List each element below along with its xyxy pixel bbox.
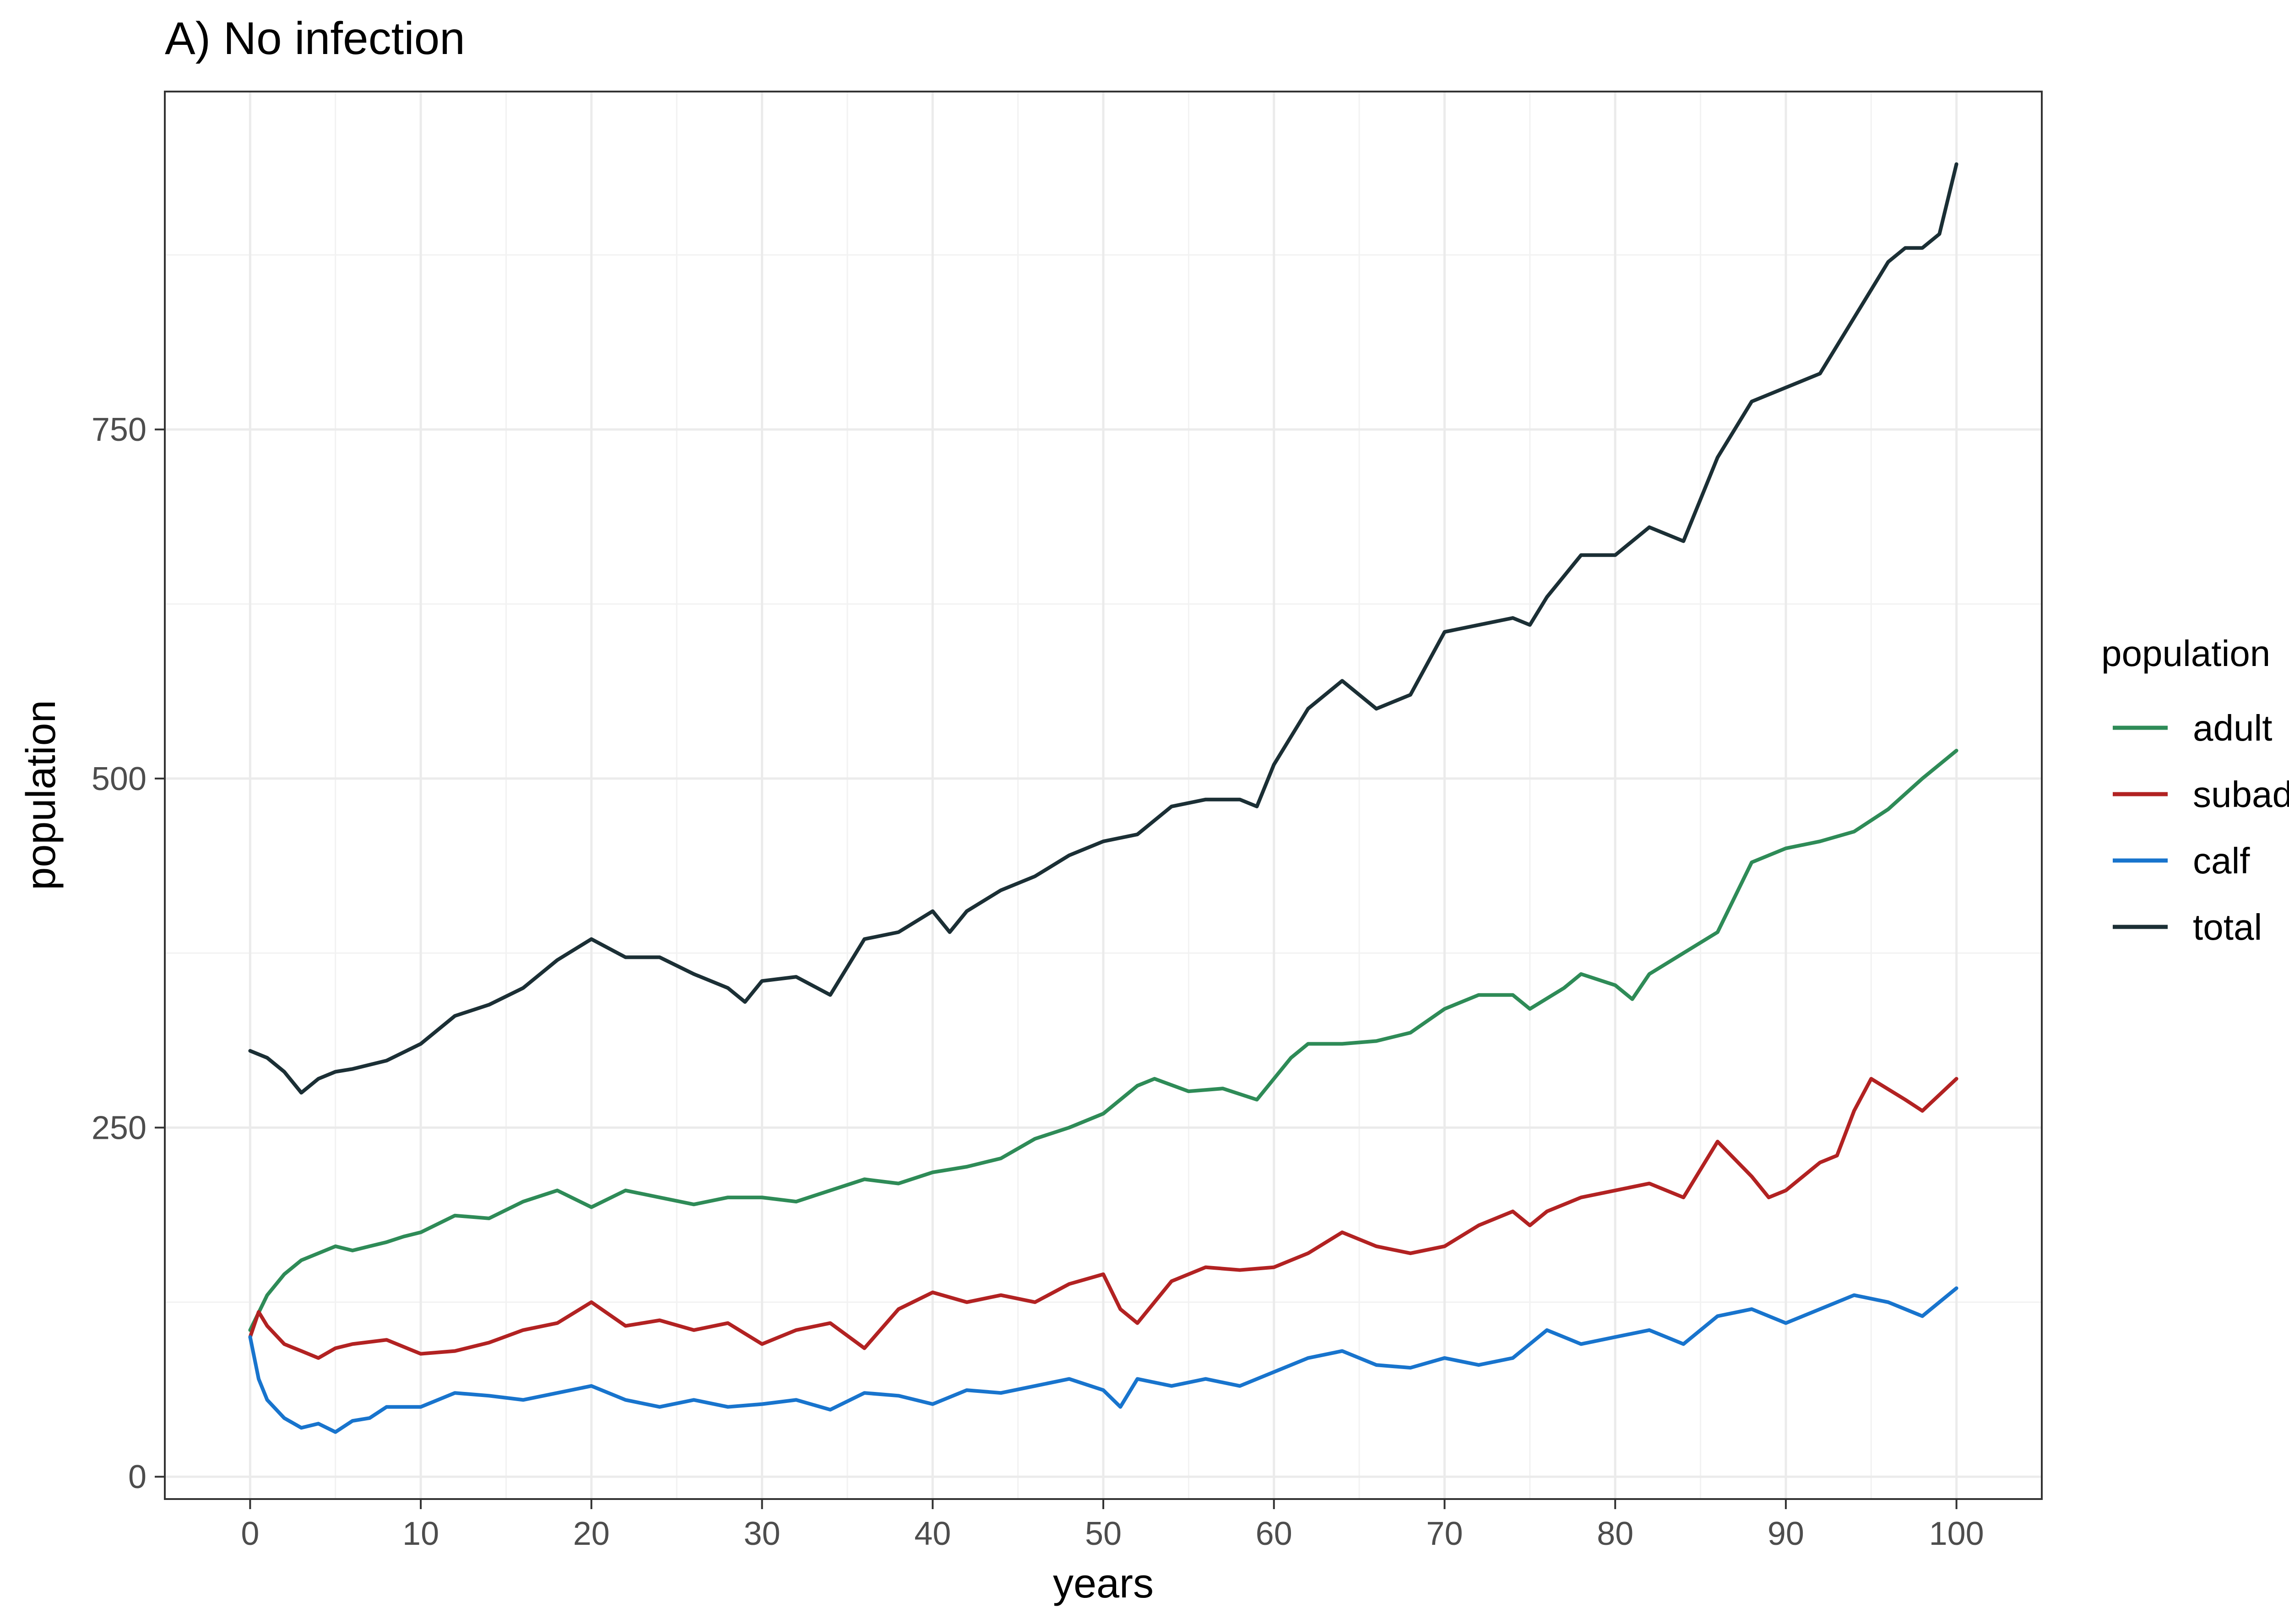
legend-item-adult: adult [2113, 708, 2272, 748]
legend-title: population [2101, 633, 2270, 674]
series-lines [248, 162, 1958, 1434]
legend-label-subadult: subadult [2193, 774, 2289, 815]
series-line-total [248, 162, 1958, 1095]
series-line-subadult [248, 1077, 1958, 1360]
y-tick-label: 500 [92, 761, 146, 797]
y-tick-label: 0 [128, 1459, 146, 1495]
x-tick-label: 80 [1597, 1516, 1633, 1552]
x-tick-label: 0 [241, 1516, 259, 1552]
x-tick-label: 90 [1768, 1516, 1804, 1552]
legend-items: adult subadult calf total [2113, 708, 2289, 947]
x-tick-label: 30 [743, 1516, 780, 1552]
legend-label-adult: adult [2193, 708, 2272, 748]
x-tick-label: 10 [402, 1516, 439, 1552]
legend-label-total: total [2193, 907, 2262, 947]
x-tick-label: 40 [914, 1516, 951, 1552]
series-line-adult [248, 748, 1958, 1332]
grid-major [165, 92, 2042, 1499]
y-tick-label: 250 [92, 1110, 146, 1147]
x-tick-label: 60 [1256, 1516, 1292, 1552]
plot-panel [164, 91, 2043, 1500]
series-line-calf [248, 1286, 1958, 1434]
legend-item-calf: calf [2113, 840, 2250, 881]
x-tick-label: 70 [1426, 1516, 1463, 1552]
chart-title: A) No infection [165, 13, 465, 64]
legend-item-total: total [2113, 907, 2262, 947]
x-axis: 0 10 20 30 40 50 60 70 80 90 100 [241, 1499, 1984, 1552]
legend: population adult subadult calf total [2101, 633, 2289, 947]
y-axis-title: population [18, 700, 64, 890]
legend-label-calf: calf [2193, 840, 2250, 881]
y-axis: 0 250 500 750 [92, 411, 165, 1495]
legend-item-subadult: subadult [2113, 774, 2289, 815]
y-tick-label: 750 [92, 411, 146, 448]
x-tick-label: 100 [1929, 1516, 1984, 1552]
x-axis-title: years [1053, 1561, 1154, 1607]
x-tick-label: 20 [573, 1516, 610, 1552]
x-tick-label: 50 [1085, 1516, 1122, 1552]
